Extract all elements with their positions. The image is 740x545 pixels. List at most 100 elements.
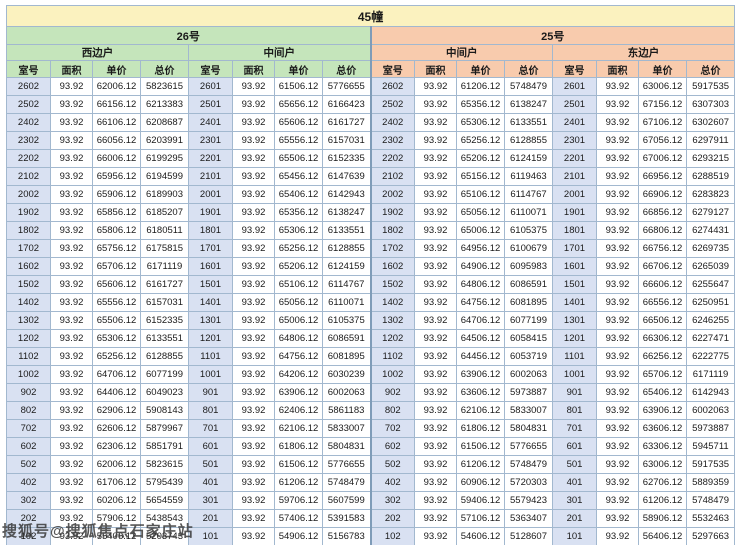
cell-room: 401 (188, 473, 233, 492)
cell-unit-price: 66606.12 (638, 275, 687, 294)
cell-area: 93.92 (596, 365, 639, 384)
table-row: 1302 93.92 65506.12 6152335 1301 93.92 65006.1… (6, 311, 736, 330)
cell-area: 93.92 (414, 491, 457, 510)
cell-area: 93.92 (232, 437, 275, 456)
cell-unit-price: 66706.12 (638, 257, 687, 276)
cell-area: 93.92 (414, 221, 457, 240)
col-area: 面积 (50, 60, 93, 78)
cell-room: 602 (369, 437, 415, 456)
cell-room: 902 (369, 383, 415, 402)
cell-total-price: 6114767 (504, 185, 553, 204)
cell-room: 1401 (552, 293, 597, 312)
cell-area: 93.92 (232, 221, 275, 240)
cell-room: 2001 (552, 185, 597, 204)
cell-area: 93.92 (50, 239, 93, 258)
cell-area: 93.92 (50, 131, 93, 150)
cell-unit-price: 66506.12 (638, 311, 687, 330)
cell-total-price: 5363407 (504, 509, 553, 528)
cell-unit-price: 64406.12 (92, 383, 141, 402)
cell-total-price: 6081895 (504, 293, 553, 312)
cell-total-price: 5861183 (322, 401, 371, 420)
col-area: 面积 (414, 60, 457, 78)
cell-unit-price: 66806.12 (638, 221, 687, 240)
cell-unit-price: 62306.12 (92, 437, 141, 456)
cell-total-price: 6058415 (504, 329, 553, 348)
table-row: 2302 93.92 66056.12 6203991 2301 93.92 65556.1… (6, 131, 736, 150)
cell-area: 93.92 (232, 239, 275, 258)
table-row: 502 93.92 62006.12 5823615 501 93.92 61506.12 5… (6, 455, 736, 474)
cell-unit-price: 64456.12 (456, 347, 505, 366)
cell-room: 2601 (552, 77, 597, 96)
col-unit-price: 单价 (274, 60, 323, 78)
cell-room: 2501 (188, 95, 233, 114)
cell-total-price: 6189903 (140, 185, 189, 204)
cell-total-price: 5833007 (504, 401, 553, 420)
cell-unit-price: 65406.12 (638, 383, 687, 402)
cell-total-price: 5128607 (504, 527, 553, 545)
building-title-row: 45幢 (5, 5, 736, 27)
table-row: 602 93.92 62306.12 5851791 601 93.92 61806.12 5… (6, 437, 736, 456)
table-row: 1102 93.92 65256.12 6128855 1101 93.92 64756.1… (6, 347, 736, 366)
table-row: 1502 93.92 65606.12 6161727 1501 93.92 65106.1… (6, 275, 736, 294)
cell-room: 1402 (369, 293, 415, 312)
cell-area: 93.92 (232, 509, 275, 528)
cell-unit-price: 63306.12 (638, 437, 687, 456)
cell-room: 2302 (6, 131, 51, 150)
cell-area: 93.92 (50, 185, 93, 204)
cell-room: 702 (6, 419, 51, 438)
cell-total-price: 5607599 (322, 491, 371, 510)
cell-room: 801 (552, 401, 597, 420)
cell-total-price: 6222775 (685, 347, 736, 366)
cell-total-price: 6142943 (322, 185, 371, 204)
cell-area: 93.92 (50, 311, 93, 330)
cell-room: 2602 (6, 77, 51, 96)
table-row: 902 93.92 64406.12 6049023 901 93.92 63906.12 6… (6, 383, 736, 402)
cell-room: 1201 (552, 329, 597, 348)
column-header-row: 室号 面积 单价 总价 室号 面积 单价 总价 室号 面积 单价 总价 室号 面… (6, 60, 736, 78)
cell-total-price: 6128855 (322, 239, 371, 258)
cell-area: 93.92 (596, 95, 639, 114)
cell-area: 93.92 (414, 527, 457, 545)
cell-total-price: 6166423 (322, 95, 371, 114)
cell-total-price: 5945711 (685, 437, 736, 456)
cell-room: 1501 (552, 275, 597, 294)
table-row: 1602 93.92 65706.12 6171119 1601 93.92 65206.1… (6, 257, 736, 276)
cell-area: 93.92 (232, 149, 275, 168)
cell-area: 93.92 (596, 347, 639, 366)
cell-area: 93.92 (596, 401, 639, 420)
cell-total-price: 6199295 (140, 149, 189, 168)
cell-room: 2301 (552, 131, 597, 150)
cell-room: 1502 (6, 275, 51, 294)
cell-unit-price: 67106.12 (638, 113, 687, 132)
cell-area: 93.92 (414, 95, 457, 114)
cell-unit-price: 64806.12 (274, 329, 323, 348)
cell-area: 93.92 (414, 329, 457, 348)
cell-unit-price: 59706.12 (274, 491, 323, 510)
cell-unit-price: 61506.12 (274, 455, 323, 474)
cell-room: 502 (369, 455, 415, 474)
cell-room: 701 (188, 419, 233, 438)
cell-total-price: 5203743 (140, 527, 189, 545)
cell-room: 2602 (369, 77, 415, 96)
col-unit-price: 单价 (456, 60, 505, 78)
cell-unit-price: 65306.12 (274, 221, 323, 240)
cell-unit-price: 65306.12 (92, 329, 141, 348)
cell-total-price: 5917535 (685, 455, 736, 474)
cell-room: 2202 (6, 149, 51, 168)
cell-area: 93.92 (50, 509, 93, 528)
cell-room: 402 (6, 473, 51, 492)
cell-total-price: 6128855 (140, 347, 189, 366)
cell-unit-price: 66306.12 (638, 329, 687, 348)
table-row: 2202 93.92 66006.12 6199295 2201 93.92 65506.1… (6, 149, 736, 168)
cell-area: 93.92 (232, 293, 275, 312)
cell-area: 93.92 (414, 275, 457, 294)
table-row: 802 93.92 62906.12 5908143 801 93.92 62406.12 5… (6, 401, 736, 420)
cell-unit-price: 65156.12 (456, 167, 505, 186)
cell-total-price: 5748479 (685, 491, 736, 510)
cell-total-price: 6203991 (140, 131, 189, 150)
cell-room: 1302 (369, 311, 415, 330)
cell-room: 201 (188, 509, 233, 528)
cell-total-price: 5297663 (685, 527, 736, 545)
cell-unit-price: 65606.12 (92, 275, 141, 294)
cell-room: 102 (369, 527, 415, 545)
